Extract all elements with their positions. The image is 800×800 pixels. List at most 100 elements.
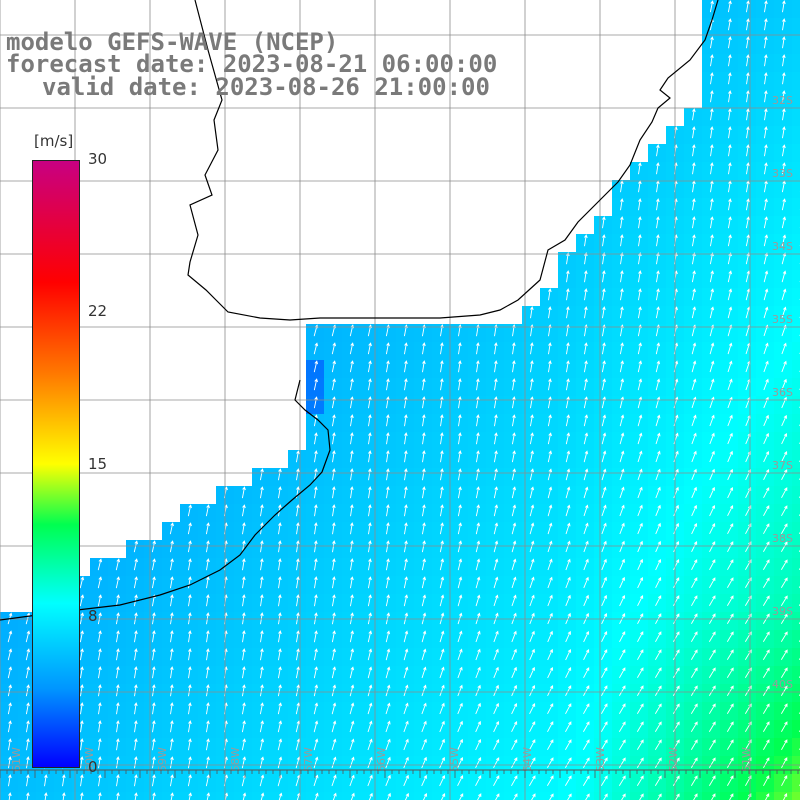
- wind-arrow: [493, 450, 498, 463]
- wind-cell: [792, 396, 800, 415]
- wind-cell: [252, 792, 271, 800]
- wind-arrow: [422, 378, 426, 391]
- wind-arrow: [618, 721, 626, 732]
- wind-arrow: [690, 649, 698, 660]
- colorbar-tick-0: 0: [88, 758, 98, 776]
- lat-label: 35S: [772, 313, 793, 326]
- wind-arrow: [404, 468, 408, 481]
- wind-arrow: [727, 378, 733, 391]
- wind-arrow: [457, 558, 463, 571]
- wind-arrow: [440, 414, 444, 427]
- wind-arrow: [547, 558, 553, 571]
- wind-arrow: [421, 666, 427, 679]
- wind-arrow: [439, 594, 445, 607]
- wind-arrow: [691, 486, 697, 499]
- wind-arrow: [709, 559, 716, 571]
- wind-cell: [792, 630, 800, 649]
- wind-arrow: [672, 685, 680, 696]
- wind-arrow: [475, 702, 481, 715]
- wind-arrow: [763, 378, 769, 391]
- wind-arrow: [728, 54, 732, 67]
- wind-arrow: [549, 793, 554, 800]
- wind-arrow: [583, 576, 589, 589]
- wind-arrow: [656, 234, 660, 247]
- wind-cell: [792, 468, 800, 487]
- wind-arrow: [242, 648, 246, 661]
- wind-arrow: [206, 684, 210, 697]
- wind-arrow: [368, 414, 372, 427]
- wind-arrow: [763, 252, 769, 265]
- wind-arrow: [403, 702, 409, 715]
- wind-arrow: [763, 198, 768, 211]
- wind-arrow: [565, 432, 571, 445]
- wind-arrow: [726, 649, 734, 660]
- wind-arrow: [530, 306, 534, 319]
- wind-cell: [594, 792, 613, 800]
- wind-arrow: [278, 594, 282, 607]
- wind-arrow: [25, 648, 31, 661]
- wind-arrow: [79, 666, 84, 679]
- wind-arrow: [8, 756, 12, 769]
- wind-arrow: [727, 342, 733, 355]
- wind-arrow: [97, 594, 102, 607]
- lon-label: 55W: [448, 747, 461, 772]
- wind-arrow: [691, 504, 697, 517]
- wind-arrow: [440, 432, 444, 445]
- wind-arrow: [636, 685, 644, 696]
- wind-arrow: [529, 522, 535, 535]
- wind-arrow: [259, 486, 264, 499]
- wind-arrow: [188, 720, 192, 733]
- wind-arrow: [601, 378, 606, 391]
- wind-arrow: [567, 793, 572, 800]
- wind-arrow: [332, 504, 336, 517]
- wind-arrow: [584, 270, 588, 283]
- wind-arrow: [458, 468, 462, 481]
- wind-arrow: [134, 720, 138, 733]
- wind-arrow: [170, 702, 174, 715]
- wind-arrow: [25, 702, 30, 715]
- wind-arrow: [601, 667, 608, 679]
- wind-arrow: [726, 631, 734, 642]
- wind-cell: [792, 576, 800, 595]
- wind-arrow: [782, 126, 786, 139]
- wind-arrow: [403, 342, 408, 355]
- wind-cell: [792, 234, 800, 253]
- wind-arrow: [349, 630, 354, 643]
- wind-cell: [684, 792, 703, 800]
- wind-arrow: [746, 126, 750, 139]
- wind-arrow: [745, 288, 751, 301]
- wind-arrow: [385, 720, 391, 733]
- wind-arrow: [601, 360, 606, 373]
- wind-arrow: [529, 648, 535, 661]
- wind-arrow: [457, 702, 463, 715]
- wind-arrow: [529, 666, 535, 679]
- wind-arrow: [188, 684, 192, 697]
- wind-arrow: [602, 252, 606, 265]
- wind-arrow: [350, 576, 354, 589]
- wind-arrow: [780, 595, 788, 606]
- wind-cell: [468, 792, 487, 800]
- wind-arrow: [584, 252, 588, 265]
- wind-arrow: [260, 648, 264, 661]
- lon-label: 54W: [521, 747, 534, 772]
- wind-cell: [792, 270, 800, 289]
- wind-arrow: [458, 342, 462, 355]
- wind-arrow: [133, 576, 138, 589]
- wind-arrow: [727, 0, 732, 13]
- wind-arrow: [709, 486, 715, 499]
- wind-arrow: [529, 594, 535, 607]
- wind-arrow: [529, 739, 536, 751]
- wind-cell: [576, 792, 595, 800]
- wind-arrow: [763, 775, 770, 787]
- wind-arrow: [675, 793, 680, 800]
- wind-arrow: [780, 559, 788, 570]
- wind-arrow: [8, 792, 12, 800]
- wind-arrow: [583, 522, 589, 535]
- wind-arrow: [690, 739, 698, 750]
- wind-arrow: [529, 558, 535, 571]
- wind-arrow: [349, 666, 355, 679]
- wind-arrow: [656, 216, 660, 229]
- wind-arrow: [385, 360, 390, 373]
- wind-arrow: [745, 0, 750, 13]
- wind-arrow: [601, 396, 607, 409]
